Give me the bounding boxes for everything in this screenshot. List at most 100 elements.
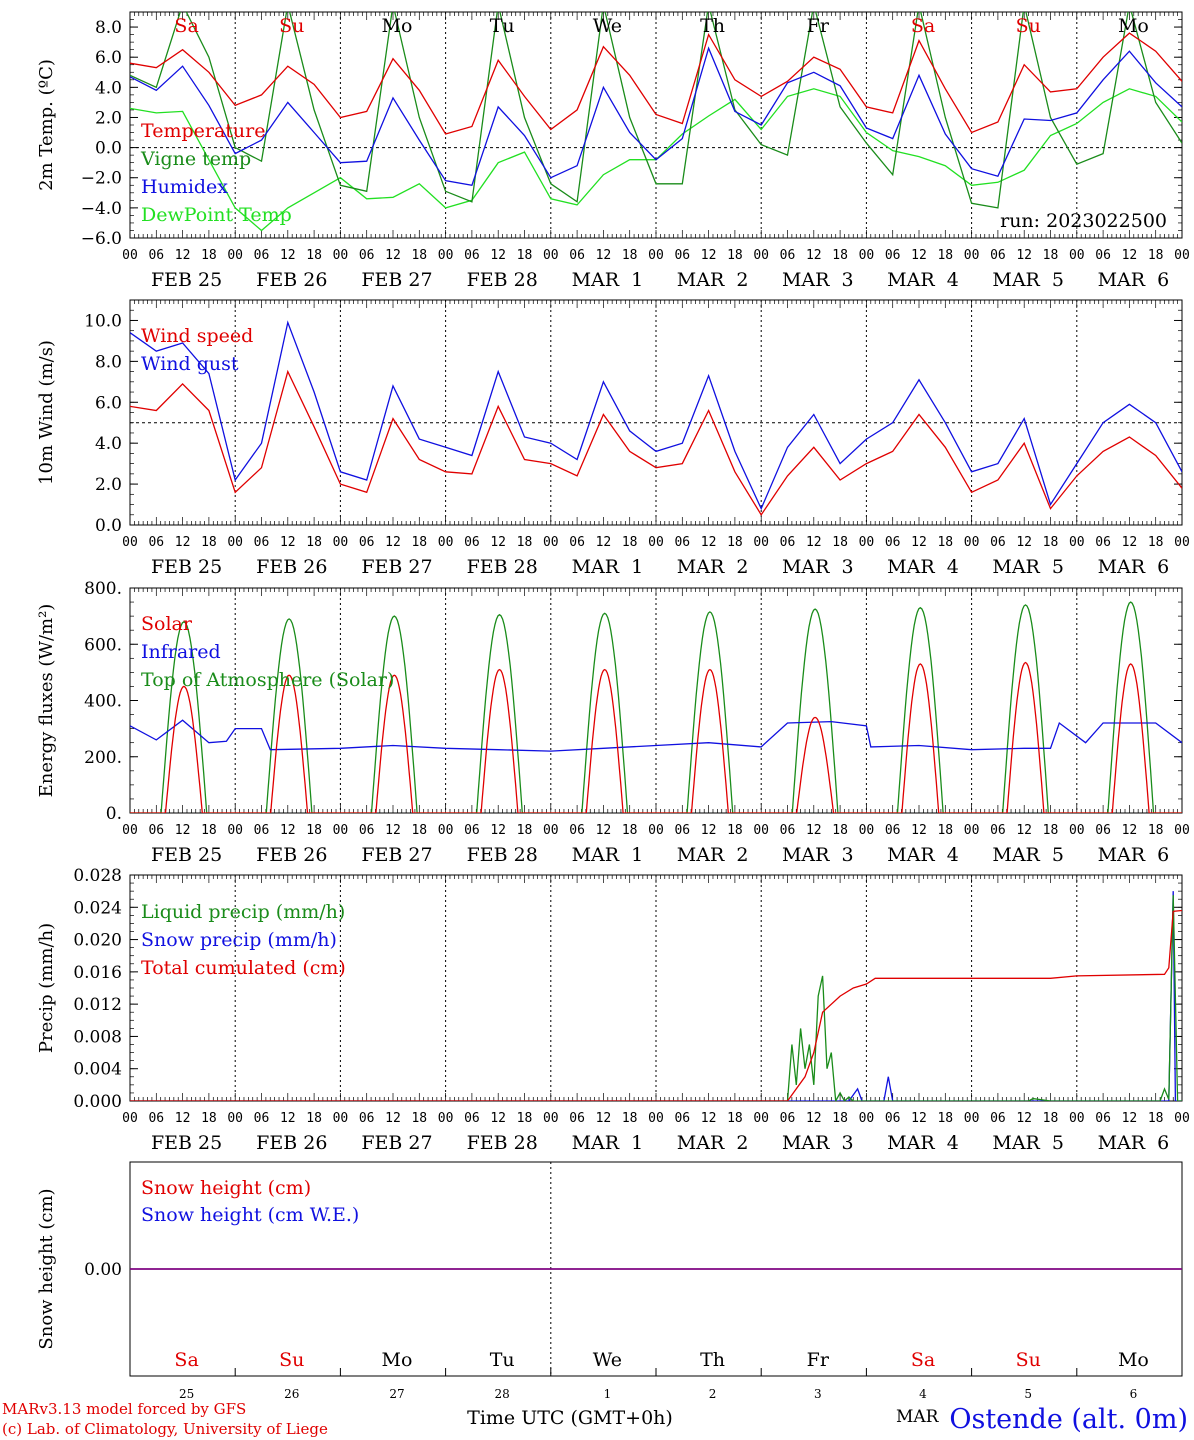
hour-tick-label: 12 — [490, 535, 506, 550]
date-label: MAR 2 — [677, 844, 749, 866]
hour-tick-label: 00 — [122, 1111, 138, 1126]
legend-entry: Total cumulated (cm) — [141, 957, 346, 979]
y-tick-label: 8.0 — [95, 18, 122, 38]
hour-tick-label: 12 — [280, 248, 296, 263]
y-axis-label: Energy fluxes (W/m²) — [36, 604, 57, 798]
hour-tick-label: 18 — [937, 535, 953, 550]
hour-tick-label: 06 — [885, 248, 901, 263]
hour-tick-label: 00 — [227, 823, 243, 838]
hour-tick-label: 00 — [859, 248, 875, 263]
date-label: MAR 1 — [572, 269, 644, 291]
hour-tick-label: 18 — [622, 248, 638, 263]
hour-tick-label: 00 — [859, 1111, 875, 1126]
day-name-label: Th — [700, 15, 725, 37]
hour-tick-label: 00 — [1069, 248, 1085, 263]
date-label: MAR 3 — [782, 269, 854, 291]
date-label: MAR 5 — [992, 844, 1064, 866]
hour-tick-label: 12 — [911, 248, 927, 263]
day-name-label: Mo — [382, 15, 413, 37]
hour-tick-label: 12 — [1122, 535, 1138, 550]
hour-tick-label: 00 — [859, 535, 875, 550]
hour-tick-label: 00 — [333, 248, 349, 263]
hour-tick-label: 18 — [1043, 248, 1059, 263]
legend-entry: Humidex — [141, 176, 228, 198]
y-tick-label: 10.0 — [84, 311, 122, 331]
hour-tick-label: 12 — [701, 1111, 717, 1126]
hour-tick-label: 00 — [964, 248, 980, 263]
date-label: FEB 27 — [361, 269, 432, 291]
hour-tick-label: 06 — [464, 535, 480, 550]
hour-tick-label: 18 — [201, 823, 217, 838]
hour-tick-label: 06 — [464, 823, 480, 838]
day-name-label: Fr — [807, 15, 830, 37]
panel-temperature: 00 06 12 18 00 06 12 18 00 06 12 18 00 06 12 18 00 06 12 18… — [36, 11, 1190, 291]
legend-entry: Solar — [141, 613, 193, 635]
date-label: MAR 6 — [1098, 1132, 1170, 1154]
legend-entry: DewPoint Temp — [141, 204, 292, 226]
y-tick-label: 400. — [84, 692, 122, 712]
hour-tick-label: 12 — [596, 248, 612, 263]
day-name-label: Sa — [911, 1349, 935, 1371]
hour-tick-label: 06 — [1095, 823, 1111, 838]
hour-tick-label: 06 — [990, 823, 1006, 838]
hour-tick-label: 12 — [596, 823, 612, 838]
hour-tick-label: 06 — [464, 1111, 480, 1126]
date-label: FEB 28 — [467, 844, 538, 866]
date-label: FEB 25 — [151, 1132, 222, 1154]
series-line — [130, 12, 1182, 209]
hour-tick-label: 12 — [701, 823, 717, 838]
y-axis-label: 10m Wind (m/s) — [36, 340, 57, 485]
hour-tick-label: 00 — [333, 823, 349, 838]
copyright-credit: (c) Lab. of Climatology, University of L… — [2, 1420, 328, 1438]
date-label: MAR 1 — [572, 1132, 644, 1154]
date-label: FEB 28 — [467, 556, 538, 578]
hour-tick-label: 18 — [306, 823, 322, 838]
hour-tick-label: 12 — [701, 248, 717, 263]
y-tick-label: 4.0 — [95, 434, 122, 454]
y-tick-label: −6.0 — [81, 229, 122, 249]
hour-tick-label: 18 — [517, 823, 533, 838]
date-label: FEB 27 — [361, 1132, 432, 1154]
hour-tick-label: 18 — [832, 248, 848, 263]
date-label: FEB 26 — [256, 269, 327, 291]
y-tick-label: 0.004 — [73, 1060, 122, 1080]
hour-tick-label: 12 — [280, 535, 296, 550]
y-tick-label: 2.0 — [95, 108, 122, 128]
day-name-label: Sa — [174, 15, 198, 37]
hour-tick-label: 18 — [622, 1111, 638, 1126]
date-label: FEB 27 — [361, 844, 432, 866]
hour-tick-label: 18 — [411, 1111, 427, 1126]
legend-entry: Wind gust — [141, 353, 239, 375]
series-line — [130, 320, 1182, 511]
date-label: FEB 25 — [151, 269, 222, 291]
hour-tick-label: 12 — [806, 535, 822, 550]
day-name-label: We — [593, 15, 622, 37]
hour-tick-label: 12 — [175, 535, 191, 550]
hour-tick-label: 12 — [911, 823, 927, 838]
hour-tick-label: 00 — [964, 535, 980, 550]
hour-tick-label: 00 — [543, 823, 559, 838]
date-label: FEB 26 — [256, 1132, 327, 1154]
y-tick-label: 0.000 — [73, 1092, 122, 1112]
hour-tick-label: 00 — [227, 1111, 243, 1126]
hour-tick-label: 00 — [1069, 823, 1085, 838]
hour-tick-label: 18 — [201, 248, 217, 263]
hour-tick-label: 12 — [385, 248, 401, 263]
day-name-label: Fr — [807, 1349, 830, 1371]
day-name-label: Sa — [174, 1349, 198, 1371]
date-label: MAR 4 — [887, 1132, 959, 1154]
series-line — [130, 46, 1182, 187]
hour-tick-label: 18 — [832, 1111, 848, 1126]
hour-tick-label: 06 — [885, 535, 901, 550]
y-tick-label: −2.0 — [81, 169, 122, 189]
hour-tick-label: 12 — [490, 1111, 506, 1126]
hour-tick-label: 06 — [254, 1111, 270, 1126]
hour-tick-label: 00 — [1069, 535, 1085, 550]
hour-tick-label: 12 — [280, 823, 296, 838]
hour-tick-label: 06 — [780, 823, 796, 838]
hour-tick-label: 18 — [306, 535, 322, 550]
hour-tick-label: 12 — [1016, 823, 1032, 838]
y-tick-label: 4.0 — [95, 78, 122, 98]
hour-tick-label: 00 — [438, 535, 454, 550]
